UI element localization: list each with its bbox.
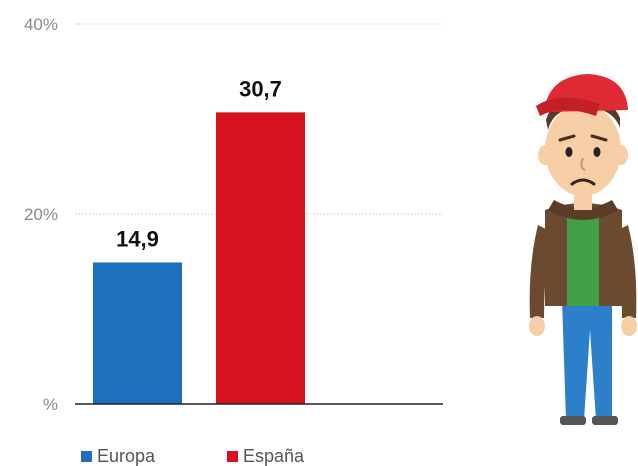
bar-espana: [216, 112, 305, 404]
legend-label: España: [243, 446, 305, 466]
legend-label: Europa: [97, 446, 156, 466]
sad-young-man-icon: [529, 74, 637, 425]
legend: Europa España: [81, 446, 305, 466]
y-tick-label: 40%: [24, 15, 58, 34]
y-tick-label: %: [43, 395, 58, 414]
data-label: 14,9: [116, 226, 159, 251]
data-label: 30,7: [239, 76, 282, 101]
legend-swatch: [81, 451, 92, 462]
bar-europa: [93, 262, 182, 404]
value-labels: 14,9 30,7: [116, 76, 282, 251]
y-axis-ticks: % 20% 40%: [24, 15, 58, 414]
y-tick-label: 20%: [24, 205, 58, 224]
bars: [93, 112, 305, 404]
legend-swatch: [227, 451, 238, 462]
